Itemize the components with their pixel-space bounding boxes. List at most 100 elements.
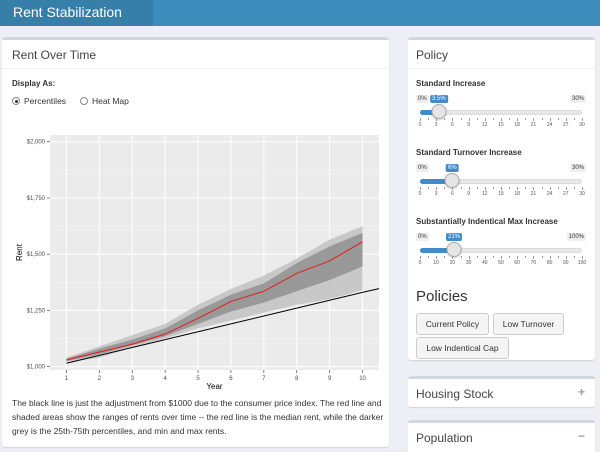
rent-chart: $1,000 $1,250 $1,500 $1,750 $2,000 1 2 3 4 5 6 7 8 9 1… [12,127,382,429]
interquartile-band [66,232,363,362]
slider-fill [420,110,439,115]
slider-handle[interactable] [444,173,460,188]
collapse-icon[interactable]: − [577,429,585,443]
radio-unselected-icon[interactable] [80,97,88,105]
slider-tick [484,187,486,190]
slider-minor-tick [525,187,527,189]
housing-stock-box: Housing Stock + [408,376,595,407]
slider-tick-label: 0 [418,122,422,128]
slider-minor-tick [428,187,430,189]
slider-tick [501,118,502,121]
slider-minor-tick [573,118,575,120]
slider-tick-label: 40 [482,260,488,266]
slider-tick-label: 70 [530,260,537,266]
slider-tick [468,118,470,121]
slider-minor-tick [557,118,559,120]
current-policy-button[interactable]: Current Policy [416,313,489,335]
box-title: Housing Stock [416,387,494,401]
slider-tick [420,256,421,259]
slider-tick-label: 18 [514,191,520,197]
header-bar: Rent Stabilization [0,0,600,26]
slider-minor-tick [573,256,575,258]
slider-tick [582,118,583,121]
slider-tick [565,118,567,121]
slider-minor-tick [476,256,478,258]
slider-minor-tick [492,118,494,120]
slider-tick-label: 18 [514,122,520,128]
app-title[interactable]: Rent Stabilization [0,0,153,26]
x-tick-label: 8 [295,376,299,382]
slider-minor-tick [492,187,494,189]
radio-heat-map[interactable]: Heat Map [80,96,129,106]
slider-tick-label: 21 [530,122,537,128]
slider-min-label: 0% [416,95,429,103]
x-tick-label: 4 [163,376,167,382]
slider-tick-label: 30 [465,260,472,266]
slider-ticks: 0 10 20 30 40 50 60 70 80 90 100 [416,256,586,270]
standard-turnover-increase-slider[interactable]: Standard Turnover Increase 0% 30% 6% 0 3 6 9 12 1… [416,148,586,200]
population-box: Population − [408,420,595,452]
slider-tick [484,256,486,259]
slider-tick [549,187,551,190]
median-line [66,241,363,361]
identical-max-increase-slider[interactable]: Substantially Indentical Max Increase 0% 1… [416,217,586,269]
slider-tick [533,256,535,259]
slider-tick-label: 10 [433,260,439,266]
slider-tick [533,118,535,121]
x-tick-label: 7 [262,376,266,382]
slider-handle[interactable] [431,104,447,119]
slider-tick-label: 3 [434,122,438,128]
slider-tick [517,118,519,121]
slider-tick [436,118,438,121]
radio-percentiles[interactable]: Percentiles [12,96,66,106]
slider-minor-tick [525,256,527,258]
slider-ticks: 0 3 6 9 12 15 18 21 24 27 30 [416,118,586,132]
slider-tick-label: 9 [467,191,470,197]
slider-tick-label: 12 [482,122,488,128]
radio-selected-icon[interactable] [12,97,20,105]
slider-label: Substantially Indentical Max Increase [416,217,558,226]
x-tick-label: 10 [359,376,366,382]
box-title: Rent Over Time [12,48,97,62]
y-tick-label: $1,750 [27,196,46,202]
slider-tick-label: 12 [482,191,488,197]
low-turnover-button[interactable]: Low Turnover [493,313,564,335]
slider-minor-tick [541,118,543,120]
slider-tick [565,256,567,259]
slider-min-label: 0% [416,233,429,241]
policies-title: Policies [416,288,468,305]
rent-chart-svg: $1,000 $1,250 $1,500 $1,750 $2,000 1 2 3 4 5 6 7 8 9 1… [15,135,380,391]
slider-tick-label: 80 [546,260,553,266]
slider-label: Standard Turnover Increase [416,148,522,157]
standard-increase-slider[interactable]: Standard Increase 0% 30% 3.5% 0 3 6 9 12 15 18 21 24… [416,79,586,131]
slider-tick [517,256,519,259]
slider-label: Standard Increase [416,79,486,88]
slider-tick-label: 0 [418,260,422,266]
slider-minor-tick [573,187,575,189]
slider-tick [452,187,454,190]
slider-tick-label: 15 [498,122,504,128]
slider-minor-tick [509,187,511,189]
slider-minor-tick [541,256,543,258]
slider-minor-tick [428,256,430,258]
expand-icon[interactable]: + [577,385,585,399]
slider-ticks: 0 3 6 9 12 15 18 21 24 27 30 [416,187,586,201]
slider-minor-tick [476,118,478,120]
slider-minor-tick [492,256,494,258]
slider-tick-label: 20 [449,260,456,266]
slider-tick-label: 15 [498,191,504,197]
slider-min-label: 0% [416,164,429,172]
y-tick-label: $2,000 [27,140,46,146]
slider-tick-label: 100 [577,260,587,266]
slider-tick-label: 21 [530,191,537,197]
slider-tick-label: 24 [546,122,553,128]
slider-minor-tick [557,256,559,258]
slider-minor-tick [460,256,462,258]
slider-value-label: 6% [446,164,459,172]
slider-handle[interactable] [446,242,462,257]
display-as-label: Display As: [12,79,56,88]
slider-tick-label: 90 [563,260,569,266]
slider-minor-tick [444,118,446,120]
slider-tick-label: 60 [514,260,520,266]
low-identical-cap-button[interactable]: Low Indentical Cap [416,337,509,359]
